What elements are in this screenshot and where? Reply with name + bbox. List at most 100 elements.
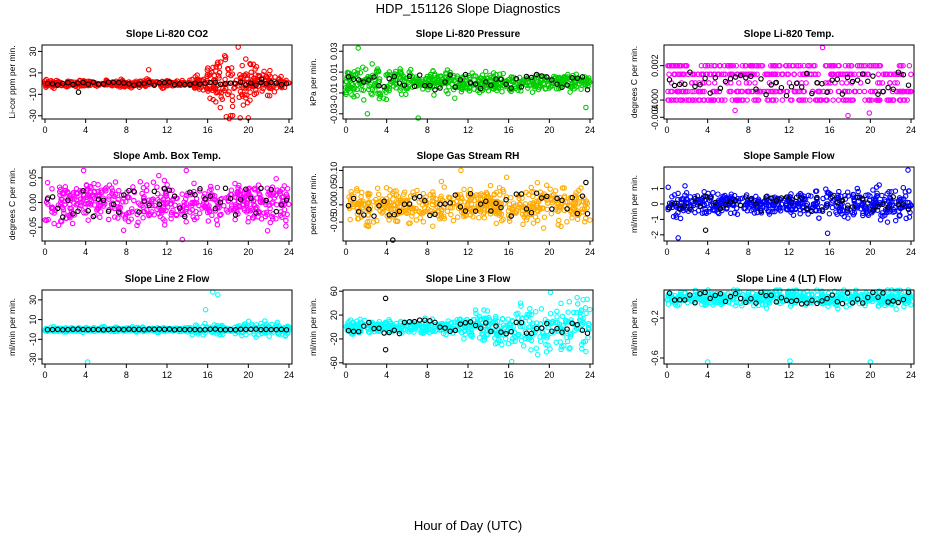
reference-point: [258, 79, 264, 86]
data-point: [264, 227, 271, 234]
data-point: [210, 85, 217, 92]
data-point: [485, 88, 492, 94]
data-point: [432, 80, 438, 86]
data-point: [568, 84, 575, 90]
data-point: [208, 69, 215, 76]
reference-point: [503, 81, 509, 88]
data-point: [466, 88, 473, 94]
x-tick-label: 20: [544, 370, 554, 380]
data-point: [392, 71, 398, 77]
data-point: [461, 186, 467, 193]
data-point-outlier: [215, 292, 221, 298]
data-point: [779, 97, 786, 103]
data-point: [266, 93, 273, 99]
reference-point: [222, 81, 229, 87]
reference-point: [854, 77, 861, 83]
data-point: [51, 220, 57, 227]
reference-point: [166, 79, 173, 85]
data-point: [845, 62, 852, 69]
y-axis-label: ml/min per min.: [7, 298, 17, 356]
data-point: [417, 215, 423, 221]
reference-point: [544, 74, 550, 80]
panel-title: Slope Li-820 Pressure: [416, 29, 521, 40]
data-point: [544, 200, 551, 206]
reference-point: [65, 79, 71, 86]
data-point: [448, 211, 454, 218]
data-point: [248, 69, 254, 76]
reference-point: [227, 80, 234, 86]
data-points: [42, 289, 292, 365]
data-point: [493, 220, 500, 227]
reference-point: [462, 71, 469, 78]
reference-point: [141, 80, 147, 87]
x-tick-label: 4: [384, 125, 389, 135]
data-point: [549, 83, 555, 89]
reference-point: [85, 81, 91, 87]
x-tick-label: 0: [343, 247, 348, 257]
x-tick-label: 8: [425, 247, 430, 257]
reference-point: [110, 79, 117, 86]
data-point: [140, 215, 146, 221]
x-tick-label: 4: [83, 125, 88, 135]
data-point-outlier: [240, 102, 247, 108]
reference-point: [355, 77, 362, 83]
reference-point: [391, 73, 398, 80]
data-points: [343, 289, 593, 365]
data-point: [830, 97, 836, 103]
reference-point: [477, 85, 484, 92]
data-point: [584, 80, 591, 87]
y-tick-label: 30: [28, 46, 38, 56]
y-tick-label: 10: [28, 68, 38, 78]
reference-point: [105, 79, 112, 85]
data-point: [161, 177, 168, 184]
data-point: [807, 97, 813, 103]
y-tick-label: -60: [329, 356, 339, 369]
reference-point: [212, 79, 219, 86]
data-point: [229, 97, 236, 104]
data-point: [574, 294, 580, 301]
reference-point: [406, 73, 413, 80]
data-point: [547, 310, 554, 317]
y-tick-label: 0.03: [329, 42, 339, 60]
data-point: [583, 310, 589, 317]
data-point: [144, 182, 150, 188]
reference-point: [865, 78, 871, 85]
data-point: [95, 182, 101, 188]
data-point: [283, 217, 289, 224]
data-point: [566, 299, 573, 305]
data-point: [438, 178, 445, 185]
data-point-outlier: [547, 289, 554, 296]
data-point: [360, 87, 367, 94]
data-point: [397, 87, 403, 94]
data-point: [533, 345, 540, 352]
reference-point: [905, 82, 912, 88]
data-point: [495, 85, 502, 91]
data-point: [207, 95, 213, 102]
y-tick-label: -10: [28, 88, 38, 101]
data-point: [529, 89, 536, 95]
data-point: [69, 220, 76, 227]
data-point: [692, 80, 698, 86]
data-point: [258, 216, 265, 222]
y-tick-label: -30: [28, 109, 38, 122]
data-point: [892, 217, 899, 224]
data-point: [443, 88, 449, 94]
data-point: [585, 83, 591, 89]
reference-point: [427, 82, 433, 89]
data-point-outlier: [202, 306, 209, 313]
data-point: [362, 66, 369, 72]
reference-outlier: [390, 237, 396, 243]
data-points: [665, 167, 914, 241]
data-point: [264, 92, 271, 99]
x-tick-label: 0: [664, 125, 669, 135]
data-point: [237, 75, 244, 82]
reference-point: [126, 81, 132, 87]
data-point: [884, 219, 891, 225]
x-tick-label: 24: [585, 125, 595, 135]
data-point: [365, 86, 372, 93]
reference-point: [197, 81, 203, 88]
data-point-outlier: [215, 59, 221, 65]
data-point: [383, 96, 390, 103]
data-point: [243, 71, 249, 77]
data-point: [376, 95, 383, 102]
